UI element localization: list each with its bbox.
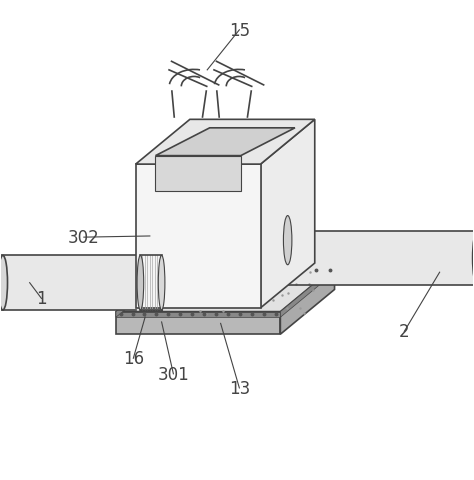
Text: 2: 2	[399, 323, 410, 341]
Text: 15: 15	[229, 22, 250, 40]
Polygon shape	[261, 231, 474, 286]
Text: 1: 1	[36, 290, 47, 308]
Ellipse shape	[0, 256, 8, 311]
Polygon shape	[280, 267, 335, 318]
Polygon shape	[140, 256, 162, 311]
Polygon shape	[155, 156, 241, 192]
Polygon shape	[261, 120, 315, 308]
Ellipse shape	[158, 256, 165, 311]
Ellipse shape	[473, 231, 474, 286]
Polygon shape	[1, 256, 136, 311]
Ellipse shape	[137, 256, 144, 311]
Text: 13: 13	[229, 379, 250, 397]
Polygon shape	[136, 165, 261, 308]
Polygon shape	[170, 267, 335, 273]
Polygon shape	[116, 312, 280, 335]
Polygon shape	[155, 129, 295, 156]
Polygon shape	[116, 267, 170, 318]
Text: 302: 302	[68, 228, 100, 247]
Polygon shape	[136, 120, 315, 165]
Polygon shape	[280, 267, 335, 335]
Text: 16: 16	[123, 349, 144, 368]
Polygon shape	[116, 312, 280, 318]
Ellipse shape	[283, 216, 292, 265]
Polygon shape	[116, 267, 335, 312]
Text: 301: 301	[157, 365, 189, 383]
